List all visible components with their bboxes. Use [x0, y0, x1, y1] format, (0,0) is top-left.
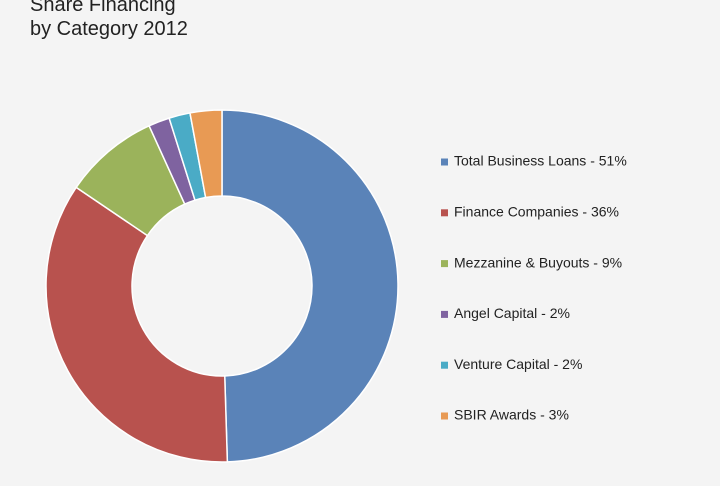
legend-label: Angel Capital - 2%	[454, 305, 570, 321]
legend-marker	[441, 412, 448, 420]
chart-title: Share Financing by Category 2012	[30, 0, 188, 40]
legend-label: Venture Capital - 2%	[454, 356, 582, 372]
legend-label: SBIR Awards - 3%	[454, 407, 569, 423]
legend-label: Finance Companies - 36%	[454, 204, 619, 220]
legend-label: Mezzanine & Buyouts - 9%	[454, 254, 622, 270]
legend-marker	[441, 209, 448, 217]
legend-marker	[441, 361, 448, 369]
legend-marker	[441, 310, 448, 318]
donut-slice	[45, 186, 229, 463]
legend-marker	[441, 260, 448, 268]
legend-label: Total Business Loans - 51%	[454, 153, 627, 169]
legend-marker	[441, 158, 448, 166]
donut-slice	[189, 109, 223, 199]
donut-slice	[221, 109, 399, 463]
